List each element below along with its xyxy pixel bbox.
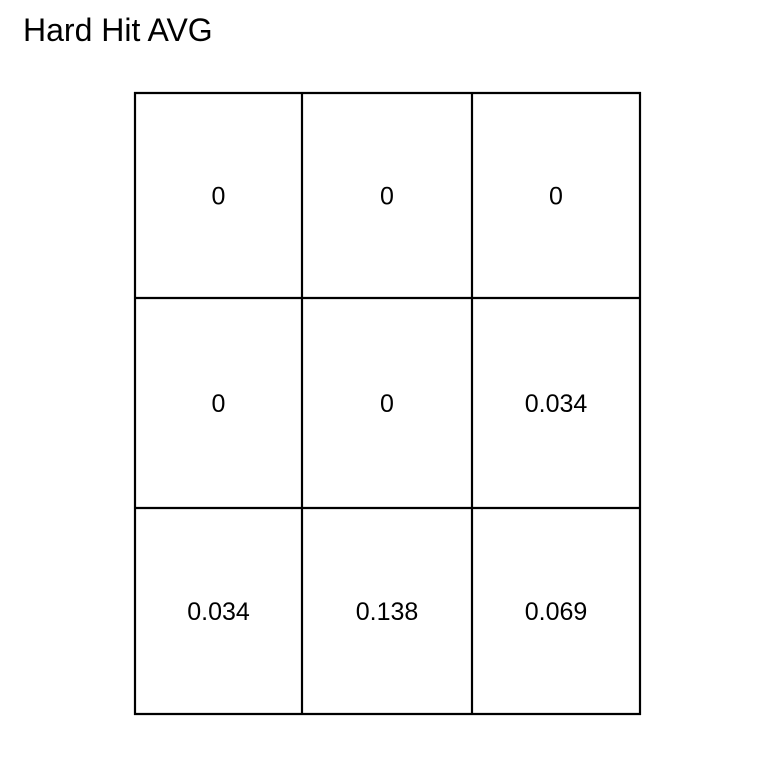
zone-cell-r1-c2 bbox=[302, 93, 472, 298]
zone-cell-r2-c2 bbox=[302, 298, 472, 508]
zone-cell-r3-c2 bbox=[302, 508, 472, 714]
zone-cell-r3-c1 bbox=[135, 508, 302, 714]
zone-cell-r2-c3 bbox=[472, 298, 640, 508]
zone-cell-r1-c1 bbox=[135, 93, 302, 298]
zone-value-r3-c3: 0.069 bbox=[525, 598, 588, 626]
zone-value-r1-c1: 0 bbox=[212, 183, 226, 211]
zone-value-r3-c2: 0.138 bbox=[356, 598, 419, 626]
zone-value-r2-c3: 0.034 bbox=[525, 390, 588, 418]
zone-value-r1-c2: 0 bbox=[380, 183, 394, 211]
zone-value-r3-c1: 0.034 bbox=[187, 598, 250, 626]
chart-title: Hard Hit AVG bbox=[23, 12, 213, 48]
zone-cell-r1-c3 bbox=[472, 93, 640, 298]
zone-value-r2-c2: 0 bbox=[380, 390, 394, 418]
zone-cell-r2-c1 bbox=[135, 298, 302, 508]
zone-value-r1-c3: 0 bbox=[549, 183, 563, 211]
zone-value-r2-c1: 0 bbox=[212, 390, 226, 418]
zone-cell-r3-c3 bbox=[472, 508, 640, 714]
